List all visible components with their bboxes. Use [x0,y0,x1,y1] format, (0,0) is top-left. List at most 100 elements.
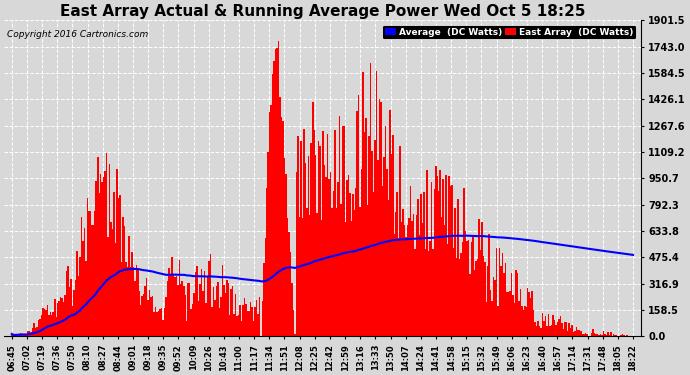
Bar [159,309,161,336]
Bar [300,141,302,336]
Bar [322,131,324,336]
Bar [555,325,557,336]
Bar [241,321,242,336]
Bar [527,288,529,336]
Bar [343,126,344,336]
Bar [529,292,530,336]
Bar [248,311,250,336]
Bar [193,292,195,336]
Bar [548,314,549,336]
Bar [557,321,558,336]
Bar [561,323,562,336]
Bar [28,331,29,336]
Bar [592,329,593,336]
Bar [226,280,228,336]
Bar [459,259,460,336]
Bar [453,248,454,336]
Bar [91,225,92,336]
Bar [201,270,202,336]
Bar [591,333,592,336]
Bar [490,290,491,336]
Bar [600,334,601,336]
Bar [551,325,552,336]
Bar [192,304,193,336]
Bar [172,275,174,336]
Bar [408,218,410,336]
Bar [543,321,545,336]
Bar [456,258,457,336]
Bar [533,310,535,336]
Bar [127,267,128,336]
Bar [478,219,480,336]
Bar [228,283,229,336]
Bar [327,134,328,336]
Bar [221,265,223,336]
Bar [174,277,176,336]
Bar [244,298,246,336]
Bar [255,300,257,336]
Bar [100,174,101,336]
Bar [254,307,256,336]
Bar [189,283,190,336]
Bar [278,41,279,336]
Bar [45,310,47,336]
Bar [384,126,386,336]
Bar [393,234,395,336]
Bar [52,312,54,336]
Bar [81,217,82,336]
Bar [242,304,244,336]
Bar [382,186,383,336]
Bar [623,335,625,336]
Bar [180,284,181,336]
Bar [553,320,555,336]
Bar [487,266,489,336]
Bar [161,308,162,336]
Bar [397,192,398,336]
Bar [140,304,141,336]
Bar [334,130,336,336]
Bar [66,271,68,336]
Bar [466,241,468,336]
Bar [362,72,364,336]
Bar [158,311,159,336]
Bar [376,71,377,336]
Bar [515,270,517,336]
Bar [95,181,97,336]
Bar [237,315,238,336]
Bar [339,116,340,336]
Bar [15,334,17,336]
Bar [609,335,610,336]
Bar [188,283,189,336]
Bar [365,118,367,336]
Bar [54,298,55,336]
Bar [214,300,216,336]
Bar [23,335,24,336]
Legend: Average  (DC Watts), East Array  (DC Watts): Average (DC Watts), East Array (DC Watts… [382,25,636,39]
Bar [576,327,578,336]
Bar [303,129,304,336]
Bar [134,281,135,336]
Bar [325,177,327,336]
Bar [542,313,543,336]
Bar [538,321,539,336]
Bar [293,310,294,336]
Bar [86,198,88,336]
Bar [402,209,404,336]
Bar [558,320,560,336]
Bar [424,249,426,336]
Bar [312,102,313,336]
Bar [199,284,201,336]
Bar [392,135,393,336]
Bar [473,270,475,336]
Bar [493,277,495,336]
Bar [447,244,448,336]
Bar [503,273,505,336]
Bar [500,266,502,336]
Bar [460,253,462,336]
Bar [614,334,616,336]
Bar [20,333,21,336]
Bar [539,326,540,336]
Bar [497,306,499,336]
Bar [571,326,573,336]
Bar [383,157,385,336]
